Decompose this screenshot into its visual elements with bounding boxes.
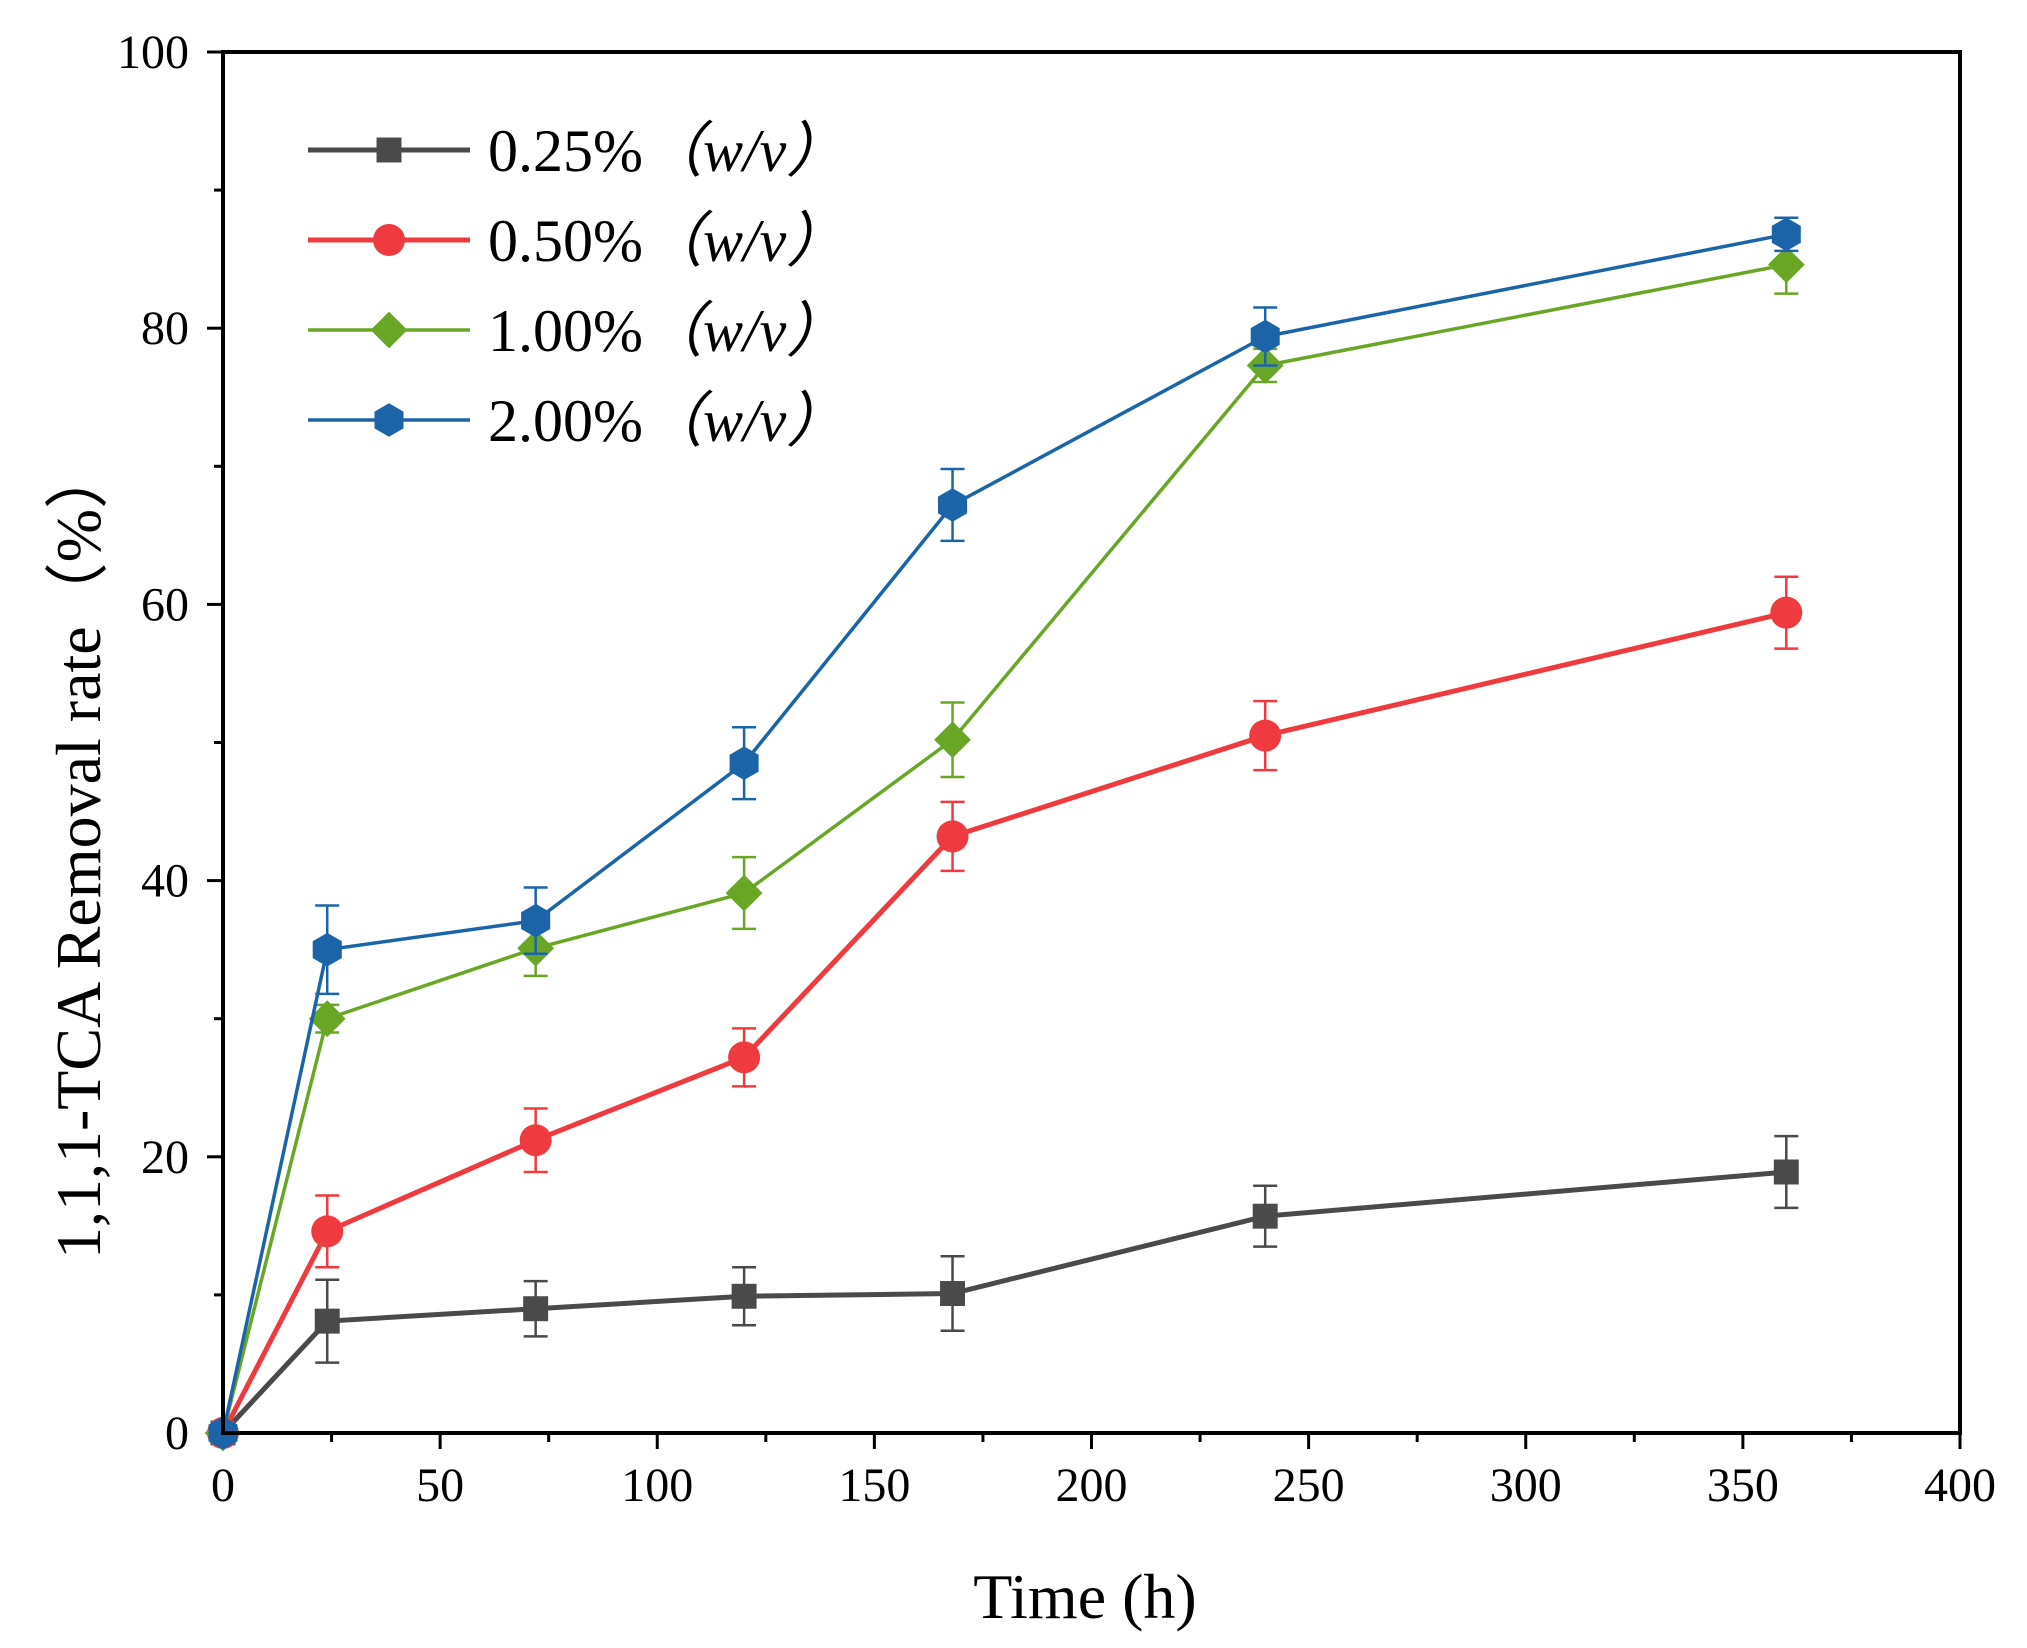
legend-series-name: 0.50% — [488, 208, 643, 274]
x-tick-label: 250 — [1273, 1459, 1345, 1512]
data-point — [1249, 719, 1282, 752]
series-0.50% — [207, 575, 1803, 1449]
y-tick-label: 60 — [141, 578, 189, 631]
x-tick-label: 150 — [838, 1459, 910, 1512]
data-point — [940, 1281, 966, 1306]
axis-ticks — [207, 50, 1962, 1449]
legend-series-name: 1.00% — [488, 298, 643, 364]
y-axis-title: 1,1,1-TCA Removal rate（%） — [43, 445, 114, 1259]
data-point — [1250, 319, 1280, 354]
data-point — [1770, 596, 1803, 629]
legend: 0.25%（w/v）0.50%（w/v）1.00%（w/v）2.00%（w/v） — [308, 118, 846, 454]
legend-label: 0.25%（w/v） — [488, 118, 846, 184]
data-point — [521, 903, 551, 938]
data-point — [311, 1215, 344, 1248]
legend-series-name: 2.00% — [488, 388, 643, 454]
data-point — [725, 874, 763, 912]
legend-entry: 2.00%（w/v） — [308, 388, 846, 454]
data-point — [728, 1041, 761, 1074]
data-point — [312, 932, 342, 967]
x-axis-title: Time (h) — [973, 1561, 1196, 1632]
x-tick-label: 0 — [211, 1459, 235, 1512]
x-tick-label: 300 — [1490, 1459, 1562, 1512]
legend-label: 2.00%（w/v） — [488, 388, 846, 454]
y-tick-label: 20 — [141, 1131, 189, 1184]
data-point — [314, 1308, 340, 1334]
legend-label: 0.50%（w/v） — [488, 208, 846, 274]
legend-entry: 0.25%（w/v） — [308, 118, 846, 184]
legend-marker — [370, 311, 408, 349]
data-point — [729, 746, 759, 780]
legend-series-unit: （w/v） — [643, 208, 846, 274]
tick-labels: 0 50 100 150 200 250 300 350 400 0 20 40 60 80 100 — [117, 26, 1996, 1512]
legend-series-name: 0.25% — [488, 118, 643, 184]
y-tick-label: 0 — [165, 1407, 189, 1460]
y-tick-label: 40 — [141, 855, 189, 908]
data-point — [1252, 1203, 1278, 1229]
data-point — [1767, 246, 1805, 284]
data-point — [1773, 1159, 1799, 1185]
legend-series-unit: （w/v） — [643, 298, 846, 364]
x-tick-label: 100 — [621, 1459, 693, 1512]
legend-label: 1.00%（w/v） — [488, 298, 846, 364]
data-point — [1771, 217, 1801, 252]
data-point — [936, 820, 969, 853]
data-point — [308, 1000, 346, 1038]
data-point — [519, 1124, 552, 1157]
plot-frame — [221, 50, 1962, 1435]
legend-series-unit: （w/v） — [643, 388, 846, 454]
data-point — [731, 1283, 757, 1309]
legend-entry: 0.50%（w/v） — [308, 208, 846, 274]
legend-entry: 1.00%（w/v） — [308, 298, 846, 364]
legend-marker — [374, 403, 404, 437]
y-tick-label: 80 — [141, 302, 189, 355]
data-point — [938, 488, 968, 522]
legend-marker — [373, 224, 405, 256]
x-tick-label: 50 — [416, 1459, 464, 1512]
x-tick-label: 200 — [1056, 1459, 1128, 1512]
data-point — [934, 721, 971, 759]
y-tick-label: 100 — [117, 26, 189, 79]
data-point — [523, 1296, 549, 1322]
legend-marker — [376, 137, 402, 163]
legend-series-unit: （w/v） — [643, 118, 846, 184]
x-tick-label: 400 — [1924, 1459, 1996, 1512]
x-tick-label: 350 — [1707, 1459, 1779, 1512]
